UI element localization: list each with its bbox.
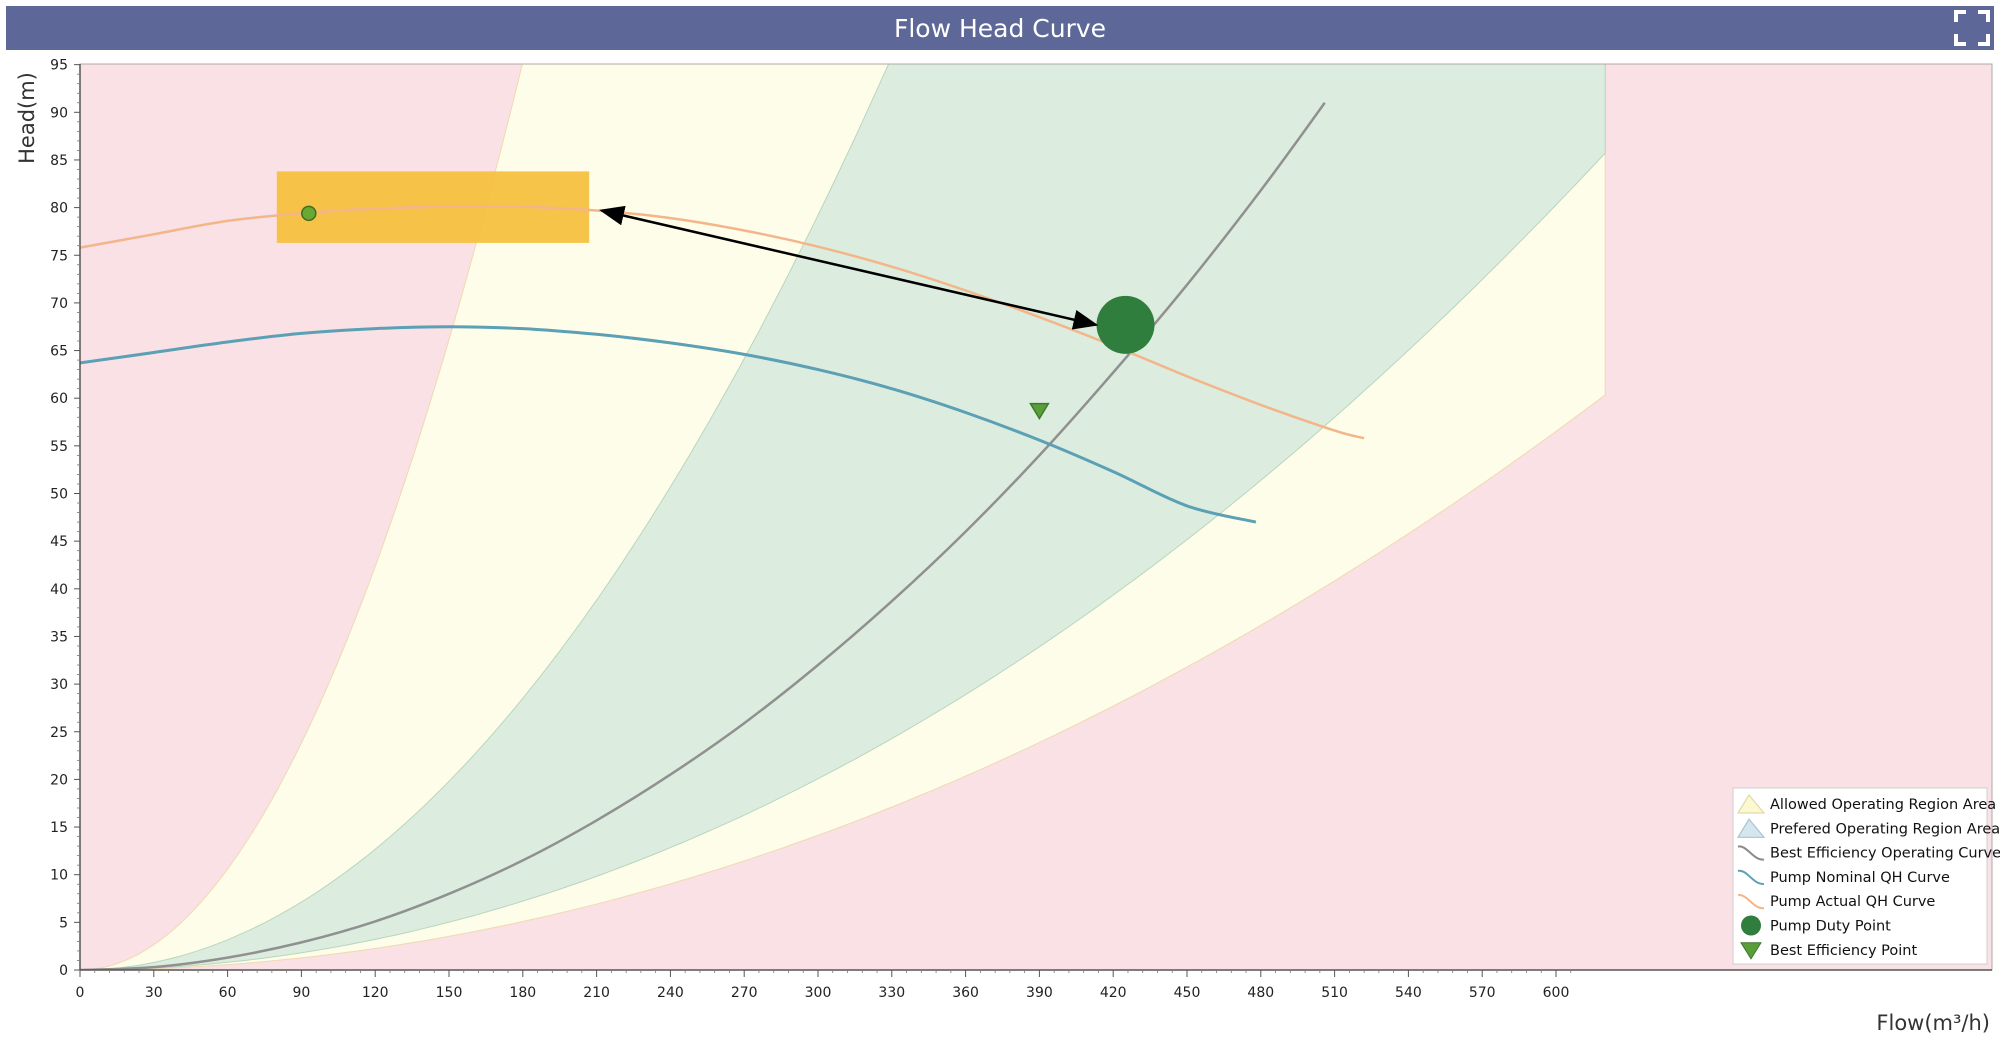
preferred-region bbox=[80, 64, 1606, 970]
y-tick-label: 95 bbox=[50, 58, 68, 74]
y-tick-label: 55 bbox=[50, 439, 68, 455]
y-tick-label: 20 bbox=[50, 772, 68, 788]
legend-item: Pump Actual QH Curve bbox=[1737, 894, 1935, 910]
y-tick-label: 80 bbox=[50, 201, 68, 217]
y-tick-label: 30 bbox=[50, 677, 68, 693]
x-tick-label: 330 bbox=[878, 985, 905, 1001]
x-tick-label: 90 bbox=[292, 985, 310, 1001]
y-tick-label: 0 bbox=[59, 963, 68, 979]
x-tick-label: 540 bbox=[1395, 985, 1422, 1001]
x-tick-label: 150 bbox=[436, 985, 463, 1001]
x-tick-label: 570 bbox=[1469, 985, 1496, 1001]
x-tick-label: 600 bbox=[1543, 985, 1570, 1001]
x-tick-label: 480 bbox=[1247, 985, 1274, 1001]
mountain-yellow-icon bbox=[1736, 793, 1766, 814]
legend-label: Pump Duty Point bbox=[1770, 919, 1891, 935]
y-tick-label: 75 bbox=[50, 248, 68, 264]
legend-label: Best Efficiency Point bbox=[1770, 943, 1917, 959]
wave-gray-icon bbox=[1737, 845, 1765, 861]
box-marker bbox=[301, 205, 317, 222]
y-tick-label: 70 bbox=[50, 296, 68, 312]
legend-label: Pump Actual QH Curve bbox=[1770, 894, 1935, 910]
y-tick-label: 40 bbox=[50, 582, 68, 598]
y-tick-label: 65 bbox=[50, 344, 68, 360]
x-tick-label: 210 bbox=[583, 985, 610, 1001]
legend-label: Pump Nominal QH Curve bbox=[1770, 870, 1950, 886]
chart-title: Flow Head Curve bbox=[893, 13, 1107, 43]
plot-area bbox=[80, 64, 1992, 970]
wave-teal-icon bbox=[1737, 869, 1765, 885]
green-circle-icon bbox=[1741, 915, 1761, 936]
x-tick-label: 360 bbox=[952, 985, 979, 1001]
pump-duty-point bbox=[1096, 295, 1155, 354]
x-axis-label: Flow(m³/h) bbox=[1876, 1011, 1990, 1035]
legend-item: Prefered Operating Region Area bbox=[1736, 818, 2000, 838]
x-tick-label: 0 bbox=[76, 985, 85, 1001]
x-tick-label: 450 bbox=[1174, 985, 1201, 1001]
legend-item: Best Efficiency Point bbox=[1740, 942, 1917, 960]
x-tick-label: 390 bbox=[1026, 985, 1053, 1001]
x-tick-label: 300 bbox=[805, 985, 832, 1001]
legend-label: Prefered Operating Region Area bbox=[1770, 821, 2000, 837]
y-tick-label: 50 bbox=[50, 487, 68, 503]
x-tick-label: 180 bbox=[509, 985, 536, 1001]
x-tick-label: 60 bbox=[219, 985, 237, 1001]
x-tick-label: 510 bbox=[1321, 985, 1348, 1001]
legend-item: Best Efficiency Operating Curve bbox=[1737, 845, 2000, 862]
chart-title-bar: Flow Head Curve bbox=[6, 6, 1994, 50]
x-tick-label: 30 bbox=[145, 985, 163, 1001]
y-tick-label: 60 bbox=[50, 391, 68, 407]
x-tick-label: 270 bbox=[731, 985, 758, 1001]
y-tick-label: 10 bbox=[50, 868, 68, 884]
y-axis-label: Head(m) bbox=[15, 72, 39, 164]
legend-label: Allowed Operating Region Area bbox=[1770, 797, 1996, 813]
y-tick-label: 35 bbox=[50, 629, 68, 645]
y-tick-label: 5 bbox=[59, 915, 68, 931]
legend-item: Pump Duty Point bbox=[1741, 915, 1891, 936]
expand-icon[interactable] bbox=[1954, 10, 1990, 46]
wave-orange-icon bbox=[1737, 894, 1765, 910]
legend-item: Pump Nominal QH Curve bbox=[1737, 869, 1950, 886]
legend-box bbox=[1732, 787, 1988, 965]
pump-nominal-qh-curve bbox=[80, 325, 1257, 524]
legend-label: Best Efficiency Operating Curve bbox=[1770, 846, 2000, 862]
y-tick-label: 85 bbox=[50, 153, 68, 169]
legend: Allowed Operating Region Area Prefered Op… bbox=[1732, 787, 2000, 965]
y-tick-label: 25 bbox=[50, 725, 68, 741]
mountain-blue-icon bbox=[1736, 818, 1766, 838]
y-tick-label: 15 bbox=[50, 820, 68, 836]
x-tick-label: 120 bbox=[362, 985, 389, 1001]
best-efficiency-point bbox=[1029, 402, 1050, 421]
x-tick-label: 240 bbox=[657, 985, 684, 1001]
legend-item: Allowed Operating Region Area bbox=[1736, 793, 1996, 814]
y-tick-label: 45 bbox=[50, 534, 68, 550]
green-triangle-icon bbox=[1740, 942, 1762, 960]
y-tick-label: 90 bbox=[50, 105, 68, 121]
double-arrow bbox=[599, 205, 1099, 330]
x-tick-label: 420 bbox=[1100, 985, 1127, 1001]
